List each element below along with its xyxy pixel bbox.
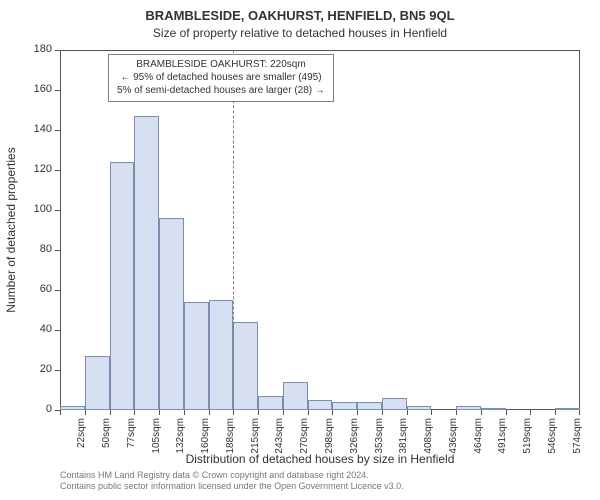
y-tick-label: 100 [12, 203, 52, 215]
annotation-box: BRAMBLESIDE OAKHURST: 220sqm← 95% of det… [108, 54, 334, 102]
x-tick-mark [431, 410, 432, 415]
histogram-bar [85, 356, 110, 410]
x-tick-label: 270sqm [299, 418, 310, 458]
y-tick-mark [55, 90, 60, 91]
histogram-bar [357, 402, 382, 410]
y-tick-label: 20 [12, 363, 52, 375]
x-tick-label: 574sqm [572, 418, 583, 458]
y-tick-label: 40 [12, 323, 52, 335]
x-tick-mark [258, 410, 259, 415]
x-tick-mark [332, 410, 333, 415]
y-tick-label: 180 [12, 43, 52, 55]
annotation-title: BRAMBLESIDE OAKHURST: 220sqm [117, 58, 325, 71]
y-tick-label: 160 [12, 83, 52, 95]
x-tick-label: 77sqm [126, 418, 137, 458]
histogram-bar [159, 218, 184, 410]
y-tick-label: 120 [12, 163, 52, 175]
histogram-bar [209, 300, 234, 410]
x-tick-mark [209, 410, 210, 415]
x-tick-mark [530, 410, 531, 415]
chart-title-address: BRAMBLESIDE, OAKHURST, HENFIELD, BN5 9QL [0, 8, 600, 23]
histogram-bar [332, 402, 357, 410]
y-tick-label: 60 [12, 283, 52, 295]
x-tick-label: 381sqm [398, 418, 409, 458]
histogram-bar [258, 396, 283, 410]
x-tick-label: 243sqm [274, 418, 285, 458]
footer-line-2: Contains public sector information licen… [60, 481, 580, 492]
x-tick-mark [283, 410, 284, 415]
y-tick-mark [55, 330, 60, 331]
footer-line-1: Contains HM Land Registry data © Crown c… [60, 470, 580, 481]
x-tick-mark [555, 410, 556, 415]
x-tick-label: 132sqm [175, 418, 186, 458]
histogram-bar [134, 116, 159, 410]
histogram-bar [555, 408, 580, 410]
annotation-smaller: ← 95% of detached houses are smaller (49… [117, 71, 325, 84]
y-axis-label: Number of detached properties [4, 50, 20, 410]
annotation-larger: 5% of semi-detached houses are larger (2… [117, 84, 325, 97]
x-tick-mark [382, 410, 383, 415]
y-tick-mark [55, 210, 60, 211]
histogram-bar [60, 406, 85, 410]
x-tick-label: 353sqm [374, 418, 385, 458]
histogram-bar [382, 398, 407, 410]
y-tick-mark [55, 290, 60, 291]
x-tick-mark [407, 410, 408, 415]
x-tick-mark [85, 410, 86, 415]
x-tick-label: 188sqm [225, 418, 236, 458]
y-tick-mark [55, 370, 60, 371]
x-tick-label: 464sqm [473, 418, 484, 458]
x-tick-mark [159, 410, 160, 415]
y-tick-label: 80 [12, 243, 52, 255]
histogram-bar [184, 302, 209, 410]
x-tick-mark [60, 410, 61, 415]
footer-attribution: Contains HM Land Registry data © Crown c… [60, 470, 580, 493]
x-tick-mark [308, 410, 309, 415]
x-tick-label: 215sqm [250, 418, 261, 458]
x-tick-mark [456, 410, 457, 415]
x-tick-label: 22sqm [76, 418, 87, 458]
x-tick-label: 50sqm [101, 418, 112, 458]
y-tick-mark [55, 50, 60, 51]
histogram-bar [308, 400, 333, 410]
x-tick-label: 160sqm [200, 418, 211, 458]
histogram-bar [407, 406, 432, 410]
x-tick-mark [579, 410, 580, 415]
y-tick-label: 0 [12, 403, 52, 415]
x-tick-mark [184, 410, 185, 415]
x-tick-label: 546sqm [547, 418, 558, 458]
y-tick-label: 140 [12, 123, 52, 135]
x-tick-label: 519sqm [522, 418, 533, 458]
histogram-bar [233, 322, 258, 410]
histogram-bar [110, 162, 135, 410]
x-tick-mark [506, 410, 507, 415]
x-tick-label: 491sqm [497, 418, 508, 458]
y-tick-mark [55, 250, 60, 251]
x-tick-label: 298sqm [324, 418, 335, 458]
histogram-bar [481, 408, 506, 410]
x-tick-label: 105sqm [151, 418, 162, 458]
histogram-bar [456, 406, 481, 410]
x-tick-mark [357, 410, 358, 415]
x-tick-label: 436sqm [448, 418, 459, 458]
x-tick-mark [233, 410, 234, 415]
x-tick-label: 408sqm [423, 418, 434, 458]
y-tick-mark [55, 170, 60, 171]
x-tick-label: 326sqm [349, 418, 360, 458]
y-tick-mark [55, 130, 60, 131]
x-tick-mark [110, 410, 111, 415]
property-marker-line [233, 50, 234, 410]
histogram-bar [283, 382, 308, 410]
chart-subtitle: Size of property relative to detached ho… [0, 26, 600, 40]
x-tick-mark [134, 410, 135, 415]
x-tick-mark [481, 410, 482, 415]
